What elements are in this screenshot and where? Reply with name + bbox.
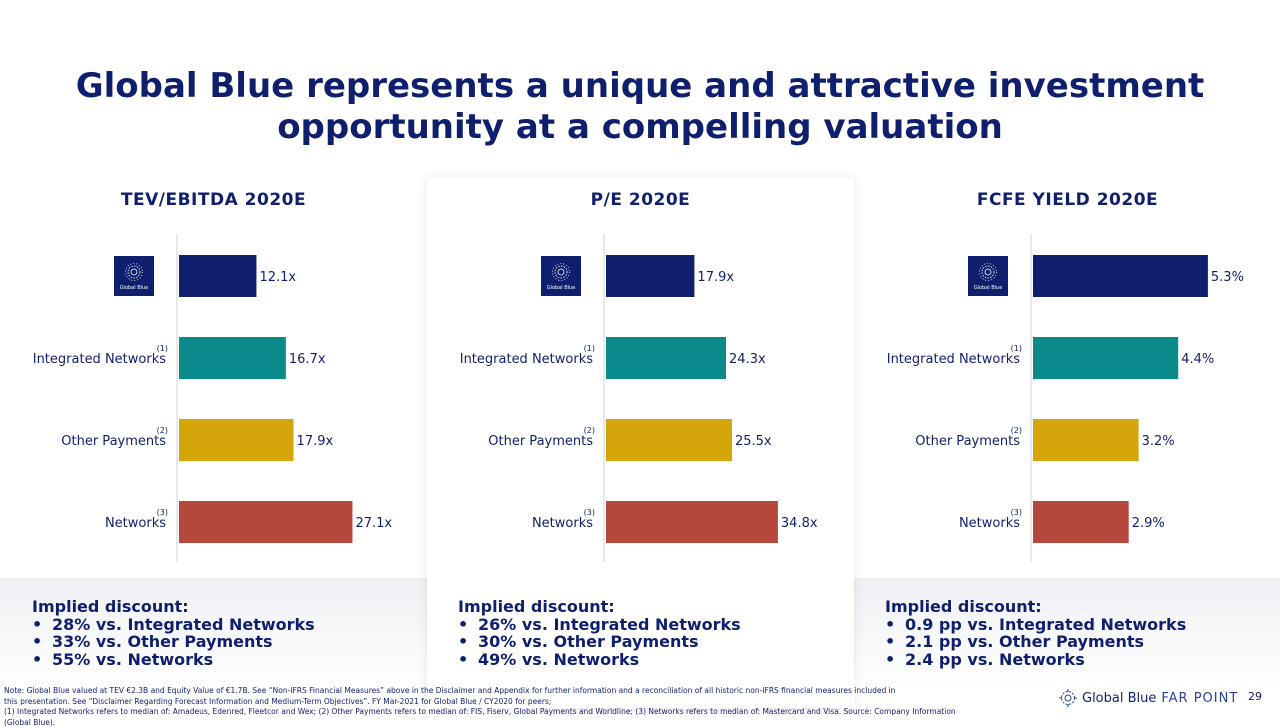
footnote-line: (1) Integrated Networks refers to median…: [4, 707, 956, 727]
category-label: Integrated Networks: [460, 352, 593, 367]
implied-heading: Implied discount:: [458, 597, 615, 616]
bar: [179, 337, 286, 379]
implied-item: 2.1 pp vs. Other Payments: [885, 633, 1186, 651]
category-footnote: (2): [1011, 426, 1022, 435]
bar: [1033, 255, 1208, 297]
bar: [1033, 419, 1139, 461]
category-label: Global Blue: [120, 285, 149, 291]
page-number: 29: [1248, 690, 1262, 703]
category-label: Other Payments: [61, 434, 166, 449]
footnote-line: Note: Global Blue valued at TEV €2.3B an…: [4, 686, 896, 695]
implied-heading: Implied discount:: [885, 597, 1042, 616]
implied-item: 55% vs. Networks: [32, 650, 315, 669]
implied-discount-tev: Implied discount: 28% vs. Integrated Net…: [32, 598, 315, 668]
category-footnote: (1): [157, 344, 168, 353]
bar: [179, 501, 353, 543]
chart-title: P/E 2020E: [590, 190, 691, 210]
implied-item: 30% vs. Other Payments: [458, 633, 741, 651]
category-footnote: (1): [584, 344, 595, 353]
data-label: 17.9x: [297, 434, 334, 449]
page-title: Global Blue represents a unique and attr…: [75, 66, 1205, 147]
data-label: 25.5x: [735, 434, 772, 449]
data-label: 4.4%: [1181, 352, 1214, 367]
category-label: Integrated Networks: [887, 352, 1020, 367]
implied-item: 26% vs. Integrated Networks: [458, 615, 741, 634]
global-blue-logo-icon: [968, 256, 1008, 296]
category-footnote: (3): [1011, 508, 1022, 517]
bar: [606, 255, 695, 297]
chart-title: TEV/EBITDA 2020E: [120, 190, 307, 210]
category-label: Other Payments: [488, 434, 593, 449]
bar: [606, 501, 778, 543]
bar: [1033, 501, 1129, 543]
brand-name: Global Blue: [1082, 690, 1157, 706]
global-blue-logo-icon: [541, 256, 581, 296]
category-label: Networks: [105, 516, 166, 531]
category-label: Other Payments: [915, 434, 1020, 449]
category-footnote: (2): [584, 426, 595, 435]
bar: [606, 419, 732, 461]
data-label: 16.7x: [289, 352, 326, 367]
category-label: Integrated Networks: [33, 352, 166, 367]
bar: [179, 255, 257, 297]
panel-tev-ebitda: TEV/EBITDA 2020E 12.1x Global Blue 16.7x In…: [0, 178, 427, 578]
panel-pe: P/E 2020E 17.9x Global Blue 24.3x Integrate…: [427, 178, 854, 578]
footnote: Note: Global Blue valued at TEV €2.3B an…: [4, 686, 984, 728]
data-label: 12.1x: [259, 270, 296, 285]
category-footnote: (3): [157, 508, 168, 517]
implied-heading: Implied discount:: [32, 597, 189, 616]
logo-emblem: [979, 263, 997, 281]
global-blue-logo-icon: [114, 256, 154, 296]
logo-emblem: [552, 263, 570, 281]
implied-item: 0.9 pp vs. Integrated Networks: [885, 615, 1186, 634]
category-label: Networks: [532, 516, 593, 531]
footnote-line: this presentation. See “Disclaimer Regar…: [4, 696, 552, 706]
category-footnote: (3): [584, 508, 595, 517]
chart-pe: 17.9x Global Blue 24.3x Integrated Networks…: [460, 234, 818, 562]
data-label: 17.9x: [697, 270, 734, 285]
implied-item: 49% vs. Networks: [458, 650, 741, 669]
brand-logo: Global Blue FAR POINT: [1058, 688, 1238, 708]
data-label: 27.1x: [355, 516, 392, 531]
bar: [179, 419, 294, 461]
category-label: Global Blue: [547, 285, 576, 291]
category-label: Networks: [959, 516, 1020, 531]
data-label: 34.8x: [781, 516, 818, 531]
category-footnote: (2): [157, 426, 168, 435]
data-label: 24.3x: [729, 352, 766, 367]
chart-title: FCFE YIELD 2020E: [976, 190, 1159, 210]
implied-item: 28% vs. Integrated Networks: [32, 615, 315, 634]
logo-emblem: [125, 263, 143, 281]
data-label: 3.2%: [1142, 434, 1175, 449]
data-label: 5.3%: [1211, 270, 1244, 285]
category-label: Global Blue: [974, 285, 1003, 291]
implied-item: 33% vs. Other Payments: [32, 633, 315, 651]
data-label: 2.9%: [1132, 516, 1165, 531]
category-footnote: (1): [1011, 344, 1022, 353]
implied-item: 2.4 pp vs. Networks: [885, 650, 1186, 669]
brand-suffix: FAR POINT: [1161, 690, 1239, 706]
implied-discount-fcfe: Implied discount: 0.9 pp vs. Integrated …: [885, 598, 1186, 668]
panel-fcfe-yield: FCFE YIELD 2020E 5.3% Global Blue 4.4% Inte…: [854, 178, 1280, 578]
chart-fcfe-yield: 5.3% Global Blue 4.4% Integrated Networks(1…: [887, 234, 1244, 562]
bar: [606, 337, 727, 379]
bar: [1033, 337, 1179, 379]
chart-tev-ebitda: 12.1x Global Blue 16.7x Integrated Networks…: [33, 234, 392, 562]
global-blue-logo-icon: [1059, 689, 1077, 707]
implied-discount-pe: Implied discount: 26% vs. Integrated Net…: [458, 598, 741, 668]
